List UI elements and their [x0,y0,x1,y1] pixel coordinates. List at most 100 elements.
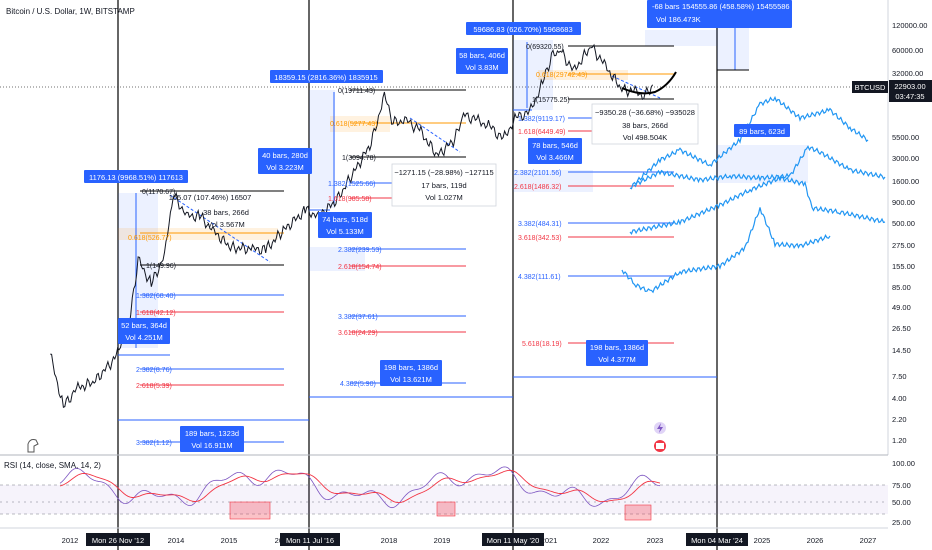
drawdown-1: 165.07 (107.46%) 16507 38 bars, 266d Vol… [169,193,252,229]
svg-text:40 bars, 280d: 40 bars, 280d [262,151,308,160]
svg-text:198 bars, 1386d: 198 bars, 1386d [590,343,644,352]
last-price-label: 22903.00 [894,82,925,91]
rsi-line [59,466,661,509]
rsi-tick-label: 50.00 [892,498,911,507]
svg-text:-68 bars: -68 bars [652,2,680,11]
svg-text:1.382(9119.17): 1.382(9119.17) [518,116,565,123]
svg-text:74 bars, 518d: 74 bars, 518d [322,215,368,224]
svg-text:Vol 4.251M: Vol 4.251M [125,333,163,342]
svg-text:2.618(5.39): 2.618(5.39) [136,383,172,390]
drawdown-diag-1 [169,194,271,263]
svg-text:59686.83 (626.70%) 5968683: 59686.83 (626.70%) 5968683 [473,25,572,34]
svg-text:Mon 11 May '20: Mon 11 May '20 [487,536,540,545]
time-tick-label: 2025 [754,536,771,545]
svg-text:5.618(18.19): 5.618(18.19) [522,341,562,348]
last-price-tag [889,80,932,102]
fib-labels-cycle2: 0(19711.43) 1(3094.78) 1.382(1525.66) 1.… [328,88,382,388]
svg-text:3.382(484.31): 3.382(484.31) [518,221,562,228]
price-tick-label: 275.00 [892,241,915,250]
price-tick-label: 60000.00 [892,46,923,55]
rsi-ma-line [59,469,661,504]
bar-count-6: 89 bars, 623d [734,124,790,137]
price-tick-label: 5500.00 [892,133,919,142]
svg-text:Vol 4.377M: Vol 4.377M [598,355,636,364]
fib-labels-cycle1: 0(1170.67) 1(149.96) 1.382(68.40) 1.618(… [128,189,176,447]
forecast-curve [621,71,677,95]
bolt-icon[interactable] [654,422,666,434]
svg-text:Vol 1.027M: Vol 1.027M [425,193,463,202]
rsi-oversold-1 [229,501,271,520]
fib-band-3 [538,70,628,80]
time-tick-label: 2026 [807,536,824,545]
rsi-band [0,485,888,514]
svg-text:Vol 186.473K: Vol 186.473K [656,15,701,24]
svg-text:38 bars, 266d: 38 bars, 266d [203,208,249,217]
svg-text:−1271.15 (−28.98%) −127115: −1271.15 (−28.98%) −127115 [394,168,493,177]
svg-text:Vol 498.504K: Vol 498.504K [623,133,668,142]
svg-text:1176.13 (9968.51%) 117613: 1176.13 (9968.51%) 117613 [89,173,183,182]
svg-text:0(69320.55): 0(69320.55) [526,44,564,51]
price-tick-label: 1600.00 [892,177,919,186]
svg-text:1(3094.78): 1(3094.78) [342,155,376,162]
price-tick-label: 14.50 [892,346,911,355]
measure-box-4: -68 bars 154555.86 (458.58%) 15455586 Vo… [647,0,792,28]
projection-top-box [645,30,717,46]
zone-box-2 [309,247,365,271]
time-tick-label: 2021 [541,536,558,545]
svg-text:18359.15 (2816.36%) 1835915: 18359.15 (2816.36%) 1835915 [274,73,377,82]
time-tick-label: 2027 [860,536,877,545]
svg-text:3.382(37.61): 3.382(37.61) [338,314,378,321]
svg-text:Vol 5.133M: Vol 5.133M [326,227,364,236]
price-tick-label: 26.50 [892,324,911,333]
svg-text:78 bars, 546d: 78 bars, 546d [532,141,578,150]
svg-text:198 bars, 1386d: 198 bars, 1386d [384,363,438,372]
time-tick-label: 2014 [168,536,185,545]
bar-count-4: 58 bars, 406d Vol 3.83M [456,48,508,74]
svg-text:1.382(68.40): 1.382(68.40) [136,293,176,300]
svg-text:Mon 26 Nov '12: Mon 26 Nov '12 [92,536,144,545]
svg-text:Vol 16.911M: Vol 16.911M [191,441,232,450]
svg-text:1.382(1525.66): 1.382(1525.66) [328,181,375,188]
svg-text:2.618(154.74): 2.618(154.74) [338,264,382,271]
time-tick-label: 2012 [62,536,79,545]
svg-text:189 bars, 1323d: 189 bars, 1323d [185,429,239,438]
svg-text:1.618(42.12): 1.618(42.12) [136,310,176,317]
measure-box-3: 59686.83 (626.70%) 5968683 [466,22,581,35]
svg-text:1.618(985.58): 1.618(985.58) [328,196,372,203]
svg-text:2.382(8.76): 2.382(8.76) [136,367,172,374]
svg-text:1(15775.25): 1(15775.25) [532,97,570,104]
projection-line-bottom [621,207,831,294]
svg-text:2.382(239.53): 2.382(239.53) [338,247,382,254]
rsi-oversold-2 [436,501,456,517]
measure-box-1: 1176.13 (9968.51%) 117613 [84,170,188,183]
drawdown-2: −1271.15 (−28.98%) −127115 17 bars, 119d… [391,163,497,207]
price-tick-label: 3000.00 [892,154,919,163]
svg-text:0(1170.67): 0(1170.67) [142,189,175,196]
svg-text:Vol 3.567M: Vol 3.567M [207,220,245,229]
fib-band-2 [330,116,390,132]
svg-text:17 bars, 119d: 17 bars, 119d [421,181,466,190]
price-series-line [50,43,654,409]
svg-text:3.382(1.12): 3.382(1.12) [136,440,172,447]
svg-text:165.07 (107.46%) 16507: 165.07 (107.46%) 16507 [169,193,252,202]
svg-text:89 bars, 623d: 89 bars, 623d [739,127,785,136]
time-highlight-1: Mon 26 Nov '12 [86,533,150,546]
chart-title: Bitcoin / U.S. Dollar, 1W, BITSTAMP [6,7,135,16]
svg-text:4.382(5.90): 4.382(5.90) [340,381,376,388]
svg-text:154555.86 (458.58%) 15455586: 154555.86 (458.58%) 15455586 [682,2,790,11]
svg-text:Vol 3.223M: Vol 3.223M [266,163,304,172]
svg-text:Vol 13.621M: Vol 13.621M [390,375,432,384]
flag-icon[interactable] [654,440,666,452]
dino-icon [27,439,39,453]
price-tick-label: 85.00 [892,283,911,292]
svg-text:2.382(2101.56): 2.382(2101.56) [514,170,561,177]
rsi-tick-label: 75.00 [892,481,911,490]
price-axis-ticks: 120000.00 60000.00 32000.00 5500.00 3000.00 1… [892,21,927,445]
svg-text:38 bars, 266d: 38 bars, 266d [622,121,668,130]
fib-band-1 [118,228,278,240]
time-tick-label: 2022 [593,536,610,545]
projection-line-lower [629,174,886,235]
bar-count-1: 52 bars, 364d Vol 4.251M [118,318,170,344]
